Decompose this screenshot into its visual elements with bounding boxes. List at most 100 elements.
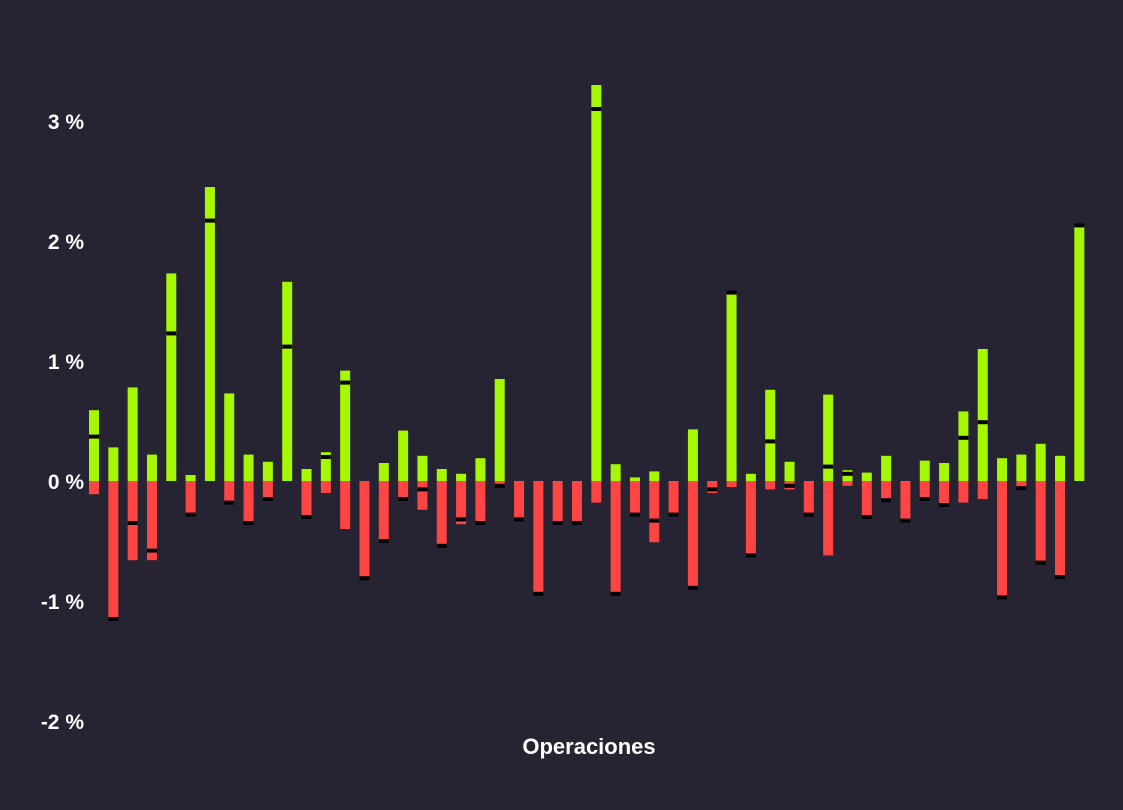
gain-bar: [1055, 455, 1065, 481]
result-marker: [900, 518, 911, 523]
y-tick-label: 2 %: [48, 231, 85, 254]
gain-bar: [243, 454, 254, 481]
result-marker: [456, 517, 467, 522]
loss-bar: [726, 481, 737, 487]
loss-bar: [861, 481, 872, 517]
loss-bar: [707, 481, 718, 493]
gain-bar: [282, 281, 293, 481]
loss-bar: [1055, 481, 1065, 577]
result-marker: [282, 344, 293, 349]
result-marker: [939, 503, 950, 507]
result-marker: [475, 521, 486, 525]
result-marker: [301, 515, 312, 519]
gain-bar: [939, 463, 950, 481]
result-marker: [89, 434, 99, 439]
loss-bar: [514, 481, 525, 520]
gain-bar: [881, 455, 892, 481]
result-marker: [533, 591, 544, 596]
result-marker: [185, 512, 196, 517]
gain-bar: [726, 292, 737, 481]
result-marker: [108, 617, 119, 621]
loss-bar: [340, 481, 351, 529]
gain-bar: [417, 455, 428, 481]
result-marker: [514, 517, 525, 522]
gain-bar: [398, 430, 409, 481]
result-marker: [765, 439, 776, 444]
result-marker: [803, 512, 814, 517]
result-marker: [320, 455, 331, 459]
gain-bar: [784, 461, 795, 481]
result-marker: [494, 483, 505, 488]
loss-bar: [958, 481, 969, 503]
gain-bar: [745, 473, 756, 481]
loss-bar: [1035, 481, 1046, 563]
loss-bar: [436, 481, 447, 546]
loss-bar: [378, 481, 389, 541]
loss-bar: [823, 481, 834, 556]
result-marker: [1035, 560, 1046, 565]
result-marker: [146, 548, 157, 553]
gain-bar: [958, 411, 969, 481]
result-marker: [572, 521, 582, 525]
gain-bar: [1016, 454, 1027, 481]
result-marker: [823, 464, 834, 469]
loss-bar: [127, 481, 138, 561]
plot-area: [89, 85, 1085, 621]
gain-bar: [340, 370, 351, 481]
gain-bar: [1074, 225, 1085, 481]
loss-bar: [494, 481, 505, 486]
result-marker: [610, 591, 621, 596]
gain-bar: [108, 447, 119, 481]
gain-bar: [456, 473, 467, 481]
gain-bar: [977, 349, 988, 481]
result-marker: [1055, 575, 1065, 579]
y-tick-label: -1 %: [41, 591, 85, 614]
result-marker: [861, 515, 872, 519]
loss-bar: [900, 481, 911, 521]
gain-bar: [629, 477, 640, 481]
loss-bar: [572, 481, 582, 523]
result-marker: [1016, 486, 1027, 491]
loss-bar: [262, 481, 273, 499]
result-marker: [340, 380, 351, 385]
loss-bar: [146, 481, 157, 561]
result-marker: [668, 512, 679, 517]
loss-bar: [398, 481, 409, 499]
result-marker: [687, 585, 698, 590]
loss-bar: [591, 481, 602, 503]
result-marker: [649, 518, 660, 523]
gain-bar: [436, 469, 447, 481]
result-marker: [359, 576, 370, 581]
result-marker: [881, 498, 892, 503]
loss-bar: [803, 481, 814, 515]
loss-bar: [475, 481, 486, 523]
result-marker: [436, 543, 447, 548]
loss-bar: [765, 481, 776, 490]
loss-bar: [552, 481, 563, 523]
result-marker: [958, 435, 969, 440]
loss-bar: [301, 481, 312, 517]
gain-bar: [591, 85, 602, 481]
result-marker: [378, 539, 389, 543]
loss-bar: [668, 481, 679, 515]
loss-bar: [1016, 481, 1027, 489]
loss-bar: [320, 481, 331, 493]
y-tick-label: 3 %: [48, 111, 85, 134]
result-marker: [224, 500, 235, 505]
loss-bar: [997, 481, 1008, 598]
result-marker: [591, 107, 602, 111]
loss-bar: [89, 481, 99, 495]
loss-bar: [687, 481, 698, 588]
loss-bar: [610, 481, 621, 594]
gain-bar: [919, 460, 930, 481]
result-marker: [398, 497, 409, 501]
gain-bar: [262, 461, 273, 481]
result-marker: [726, 290, 737, 295]
gain-bar: [494, 379, 505, 481]
gain-bar: [610, 464, 621, 481]
gain-bar: [997, 458, 1008, 481]
gain-bar: [823, 394, 834, 481]
loss-bar: [456, 481, 467, 525]
gain-bar: [89, 410, 99, 481]
